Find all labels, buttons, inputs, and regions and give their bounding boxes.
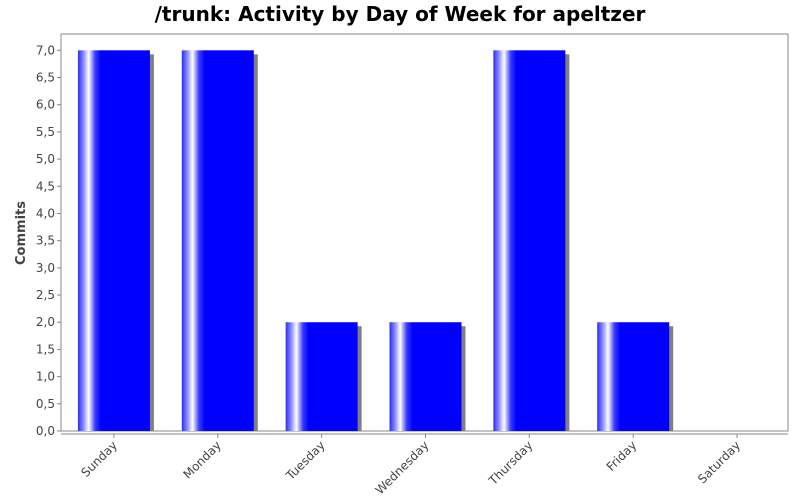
x-tick-label: Monday [181,438,224,481]
y-tick-label: 3,5 [36,234,55,248]
bar-sunday [77,50,150,432]
bar-monday [181,50,254,432]
y-tick-label: 5,0 [36,152,55,166]
x-tick-label: Friday [604,438,640,474]
x-tick-label: Sunday [78,438,120,480]
bar-wednesday [389,322,462,431]
y-tick-label: 1,5 [36,342,55,356]
y-tick-label: 4,5 [36,179,55,193]
y-tick-label: 4,0 [36,206,55,220]
y-tick-label: 5,5 [36,125,55,139]
x-tick-label: Thursday [485,438,535,488]
bar-friday [597,322,670,431]
bar-tuesday [285,322,358,431]
y-ticks: 0,0 0,5 1,0 1,5 2,0 2,5 3,0 3,5 4,0 4,5 5,0 5,5 6,0 6… [36,43,61,438]
x-tick-label: Saturday [695,438,743,486]
y-tick-label: 3,0 [36,261,55,275]
y-tick-label: 2,0 [36,315,55,329]
chart-title: /trunk: Activity by Day of Week for apel… [155,2,646,26]
y-tick-label: 1,0 [36,370,55,384]
y-tick-label: 7,0 [36,43,55,57]
bar-thursday [493,50,566,432]
bars [77,50,670,432]
x-tick-label: Wednesday [373,438,432,497]
y-tick-label: 6,0 [36,98,55,112]
y-tick-label: 2,5 [36,288,55,302]
y-tick-label: 0,0 [36,424,55,438]
x-ticks: Sunday Monday Tuesday Wednesday Thursday Frid… [78,434,743,497]
y-tick-label: 0,5 [36,397,55,411]
y-axis-label: Commits [14,201,29,265]
x-tick-label: Tuesday [283,438,328,483]
y-tick-label: 6,5 [36,71,55,85]
